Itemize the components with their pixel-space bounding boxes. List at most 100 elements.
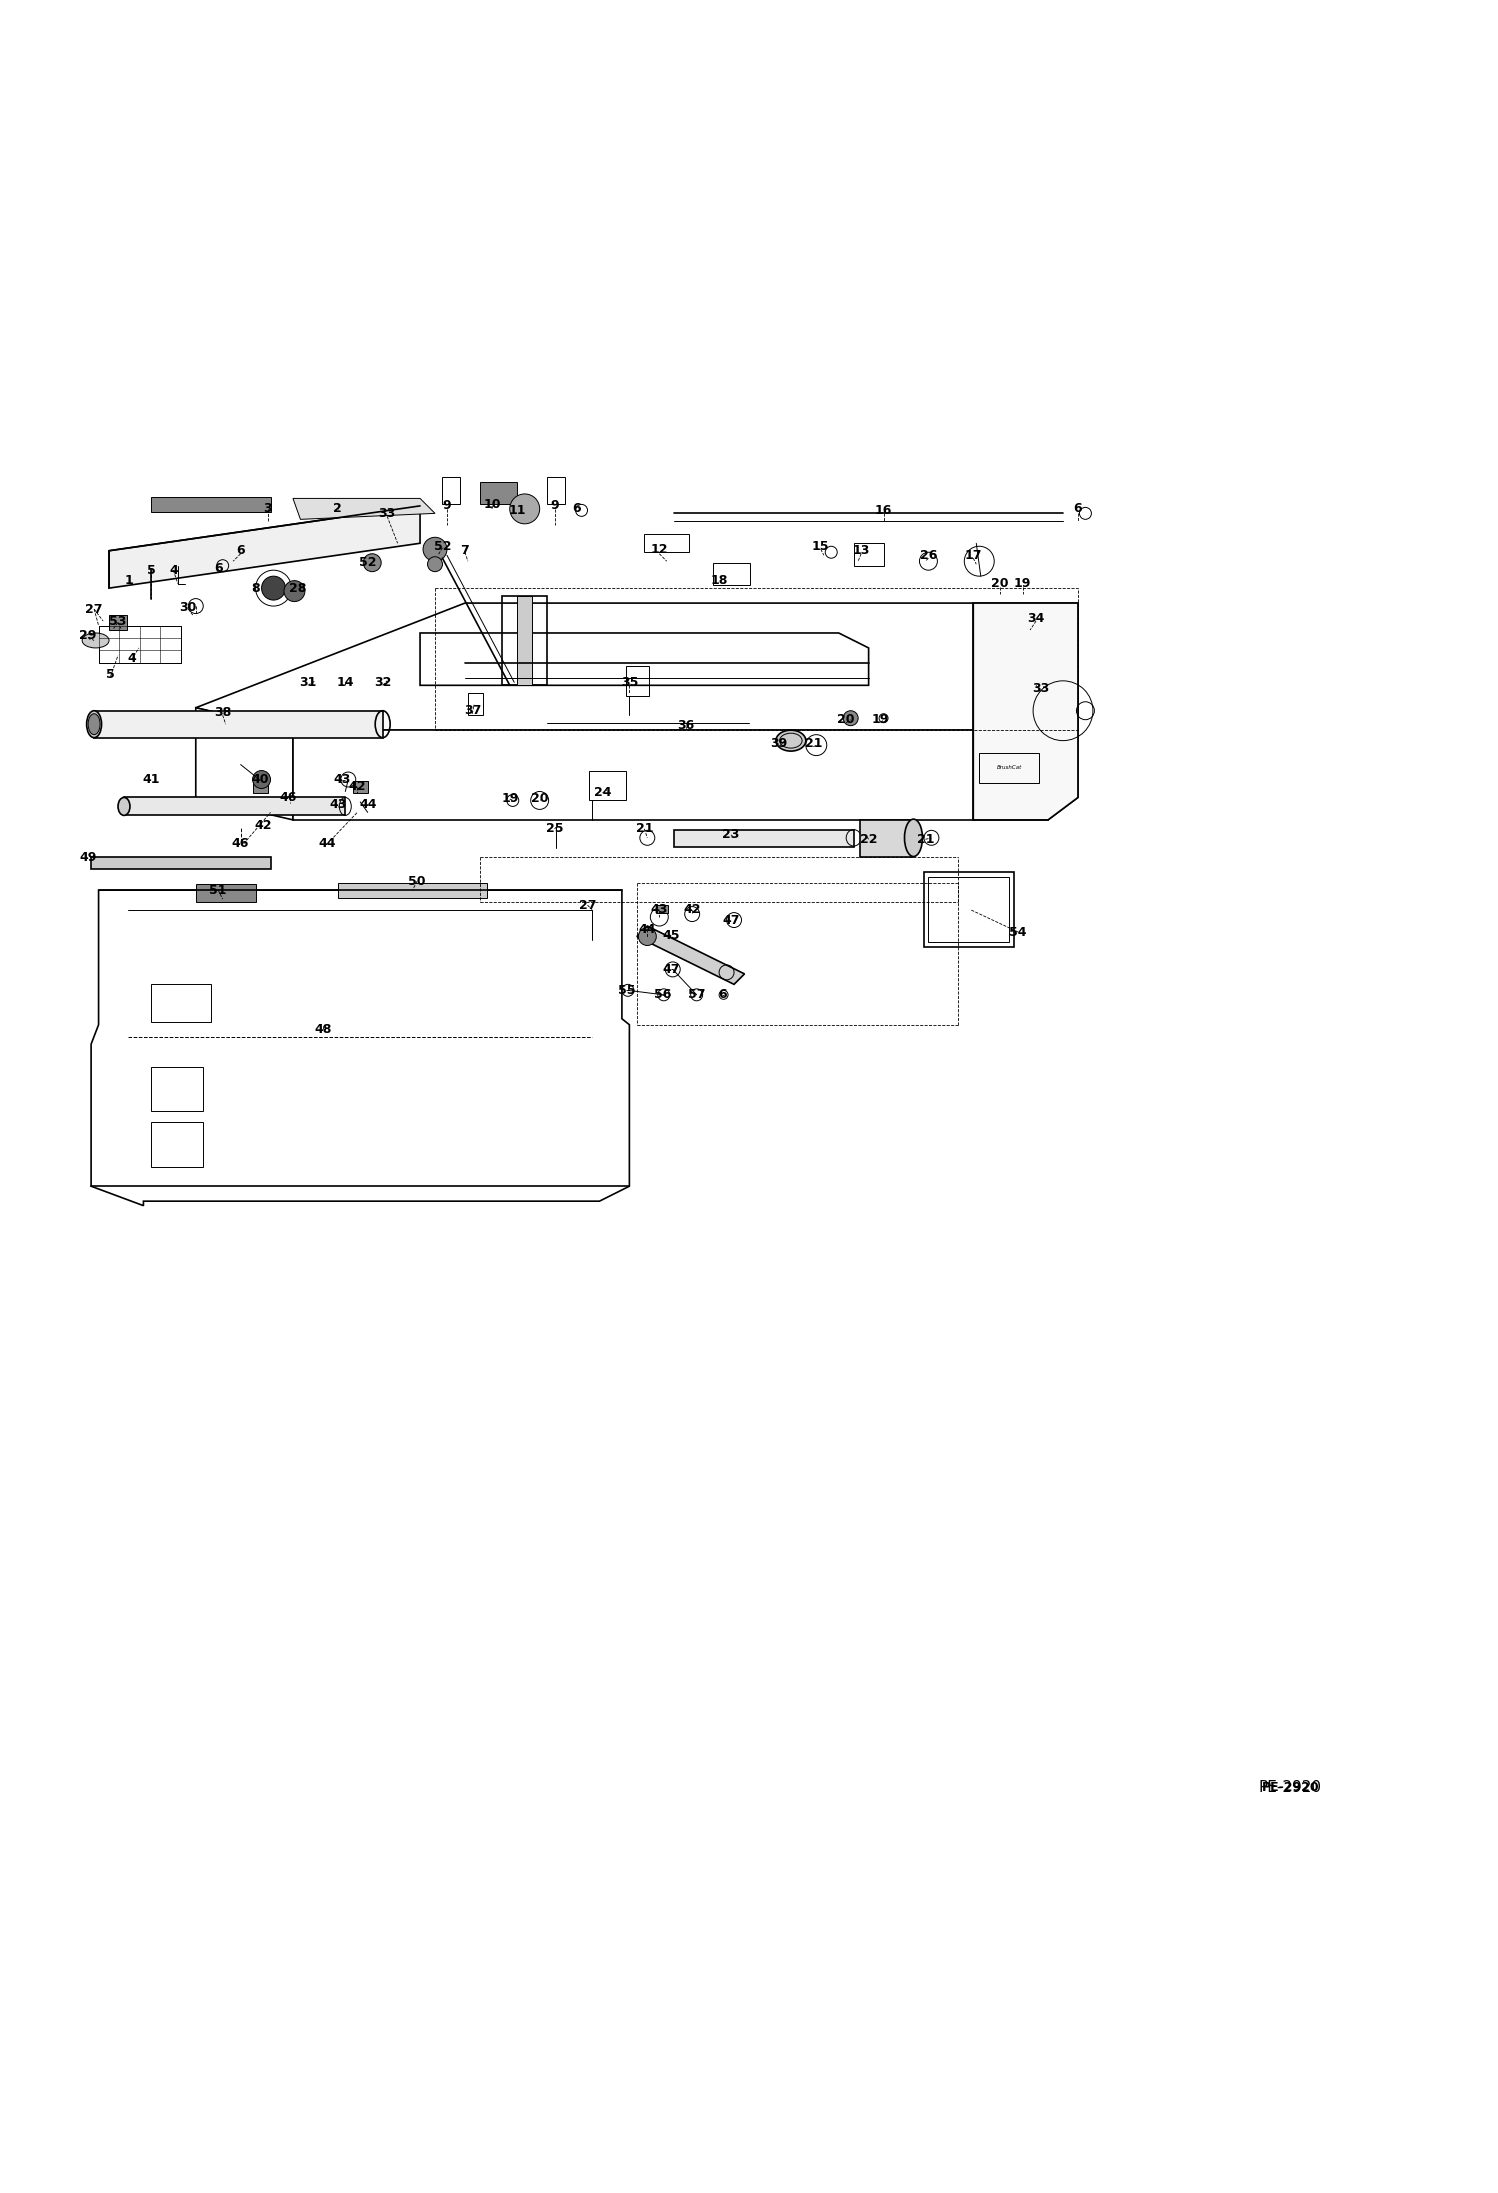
Text: 11: 11 <box>508 504 526 518</box>
Text: 47: 47 <box>722 914 740 928</box>
Text: 13: 13 <box>852 544 870 557</box>
Circle shape <box>422 537 446 561</box>
Bar <box>713 564 750 586</box>
Ellipse shape <box>82 634 109 647</box>
Bar <box>517 596 532 686</box>
Text: 6: 6 <box>214 561 223 575</box>
Bar <box>352 781 367 794</box>
Text: 35: 35 <box>620 675 638 689</box>
Bar <box>479 482 517 504</box>
Text: 6: 6 <box>237 544 246 557</box>
Circle shape <box>253 770 271 789</box>
Text: 57: 57 <box>688 989 706 1002</box>
Text: 40: 40 <box>252 772 268 785</box>
Circle shape <box>638 928 656 945</box>
Text: 6: 6 <box>572 502 581 515</box>
Text: 9: 9 <box>442 500 451 513</box>
Text: 20: 20 <box>992 577 1010 590</box>
Bar <box>151 1123 204 1167</box>
Polygon shape <box>674 831 854 846</box>
Text: 50: 50 <box>409 875 425 888</box>
Text: 52: 52 <box>434 539 451 553</box>
Text: 2: 2 <box>334 502 342 515</box>
Text: BrushCat: BrushCat <box>996 765 1022 770</box>
Text: 43: 43 <box>330 798 346 811</box>
Text: 52: 52 <box>360 557 376 570</box>
Text: 20: 20 <box>530 792 548 805</box>
Bar <box>467 693 482 715</box>
Bar <box>656 906 668 912</box>
Text: 39: 39 <box>770 737 788 750</box>
Bar <box>929 877 1010 943</box>
Text: 55: 55 <box>617 985 635 998</box>
Text: 9: 9 <box>550 500 559 513</box>
Text: 33: 33 <box>379 507 395 520</box>
Text: 41: 41 <box>142 772 160 785</box>
Text: 47: 47 <box>662 963 680 976</box>
Bar <box>151 1066 204 1112</box>
Polygon shape <box>196 603 1079 730</box>
Text: 48: 48 <box>315 1022 331 1035</box>
Text: 37: 37 <box>464 704 481 717</box>
Bar <box>196 884 256 901</box>
Circle shape <box>843 711 858 726</box>
Text: 44: 44 <box>638 923 656 936</box>
Bar <box>151 498 271 511</box>
Polygon shape <box>91 890 629 1206</box>
Text: 19: 19 <box>1014 577 1031 590</box>
Text: 6: 6 <box>1074 502 1082 515</box>
Text: 42: 42 <box>349 781 366 794</box>
Bar <box>91 857 271 868</box>
Text: 42: 42 <box>683 904 701 917</box>
Ellipse shape <box>905 820 923 857</box>
Text: 21: 21 <box>917 833 935 846</box>
Text: 56: 56 <box>653 989 671 1002</box>
Bar <box>109 614 127 629</box>
Text: 30: 30 <box>180 601 196 614</box>
Polygon shape <box>124 798 346 816</box>
Bar <box>547 478 565 504</box>
Text: 43: 43 <box>650 904 668 917</box>
Text: 51: 51 <box>210 884 226 897</box>
Text: 19: 19 <box>872 713 890 726</box>
Bar <box>253 781 268 794</box>
Text: 8: 8 <box>252 581 259 594</box>
Text: 53: 53 <box>109 614 127 627</box>
Text: 17: 17 <box>965 548 983 561</box>
Text: 12: 12 <box>650 542 668 555</box>
Text: 42: 42 <box>255 820 271 833</box>
Text: 10: 10 <box>482 498 500 511</box>
Text: 19: 19 <box>500 792 518 805</box>
Circle shape <box>363 555 380 572</box>
Text: 21: 21 <box>635 822 653 836</box>
Text: 4: 4 <box>169 564 178 577</box>
Text: 31: 31 <box>300 675 316 689</box>
Text: 16: 16 <box>875 504 893 518</box>
Text: 4: 4 <box>127 651 136 664</box>
Text: 3: 3 <box>264 502 271 515</box>
Ellipse shape <box>87 711 102 737</box>
Text: 27: 27 <box>578 899 596 912</box>
Text: 5: 5 <box>147 564 156 577</box>
Ellipse shape <box>88 713 100 735</box>
Text: 20: 20 <box>837 713 855 726</box>
Polygon shape <box>294 498 434 520</box>
Text: 7: 7 <box>460 544 469 557</box>
Ellipse shape <box>776 730 806 752</box>
Bar <box>502 596 547 686</box>
Bar <box>151 985 211 1022</box>
Bar <box>924 873 1014 947</box>
Polygon shape <box>860 820 914 857</box>
Text: 14: 14 <box>337 675 354 689</box>
Circle shape <box>285 581 306 601</box>
Circle shape <box>262 577 286 601</box>
Bar <box>626 667 649 695</box>
Text: 54: 54 <box>1010 925 1028 939</box>
Polygon shape <box>1049 708 1079 820</box>
Polygon shape <box>637 925 745 985</box>
Bar <box>980 752 1040 783</box>
Text: 6: 6 <box>718 989 727 1002</box>
Ellipse shape <box>118 798 130 816</box>
Text: 25: 25 <box>545 822 563 836</box>
Polygon shape <box>974 603 1079 820</box>
